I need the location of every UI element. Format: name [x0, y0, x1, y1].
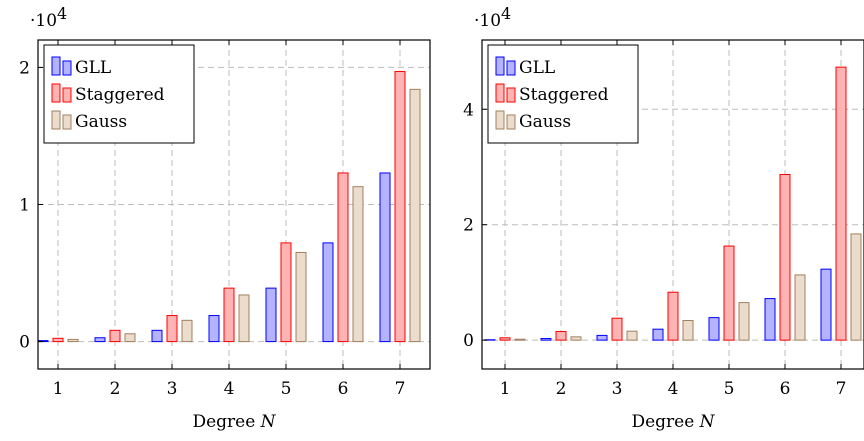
legend-label-gll: GLL — [75, 58, 111, 78]
bar-staggered-3 — [611, 317, 623, 341]
x-tick-label: 3 — [612, 379, 623, 399]
bar-gauss-1 — [514, 338, 526, 341]
legend-label-gll: GLL — [519, 58, 555, 78]
bar-gll-5 — [708, 317, 720, 341]
bar-gauss-3 — [181, 319, 193, 343]
y-tick-label: 0 — [463, 331, 474, 351]
bar-gll-2 — [94, 337, 106, 343]
bar-staggered-1 — [52, 337, 64, 343]
legend-swatch — [62, 60, 72, 76]
y-tick-label: 1 — [19, 196, 30, 216]
legend-swatch — [51, 83, 61, 103]
bar-staggered-5 — [280, 242, 292, 343]
x-axis-label: Degree N — [192, 412, 276, 432]
bar-gll-5 — [265, 287, 277, 343]
legend-swatch — [506, 114, 516, 130]
bar-gll-2 — [540, 338, 552, 341]
y-tick-label: 4 — [463, 100, 474, 120]
bar-gll-6 — [322, 242, 334, 343]
right-bars — [484, 66, 862, 341]
x-tick-label: 2 — [110, 379, 121, 399]
y-tick-label: 2 — [19, 58, 30, 78]
bar-gll-7 — [820, 268, 832, 341]
bar-staggered-7 — [835, 66, 847, 341]
x-tick-label: 4 — [668, 379, 679, 399]
bar-gll-7 — [379, 172, 391, 343]
legend-swatch — [51, 56, 61, 76]
legend-swatch — [495, 110, 505, 130]
bar-staggered-6 — [337, 172, 349, 343]
bar-gauss-5 — [738, 302, 750, 341]
x-tick-label: 4 — [224, 379, 235, 399]
bar-staggered-1 — [499, 337, 511, 341]
x-tick-label: 7 — [395, 379, 406, 399]
bar-gauss-1 — [67, 338, 79, 343]
bar-staggered-6 — [779, 173, 791, 341]
legend-label-gauss: Gauss — [75, 112, 127, 132]
y-multiplier-exponent: 4 — [57, 4, 67, 23]
legend-swatch — [495, 83, 505, 103]
bar-staggered-4 — [223, 287, 235, 343]
bar-gll-3 — [596, 334, 608, 341]
bar-staggered-2 — [555, 330, 567, 341]
x-tick-label: 5 — [281, 379, 292, 399]
x-tick-label: 5 — [724, 379, 735, 399]
legend-swatch — [506, 87, 516, 103]
x-tick-label: 1 — [500, 379, 511, 399]
legend-swatch — [62, 114, 72, 130]
bar-gauss-7 — [850, 233, 862, 341]
bar-staggered-5 — [723, 245, 735, 341]
x-axis-variable: N — [699, 412, 716, 432]
bar-gauss-6 — [794, 274, 806, 341]
left-chart: 1 2 3 4 5 6 7 0 1 2 ·104 Degree N GLL Staggered Gauss — [19, 4, 431, 432]
x-axis-label: Degree N — [631, 412, 715, 432]
bar-gll-3 — [151, 329, 163, 343]
bar-staggered-7 — [394, 71, 406, 343]
bar-gauss-2 — [124, 333, 136, 343]
bar-gauss-4 — [238, 294, 250, 343]
y-multiplier: ·104 — [30, 4, 67, 31]
left-legend: GLL Staggered Gauss — [43, 44, 195, 144]
right-legend: GLL Staggered Gauss — [487, 44, 639, 144]
x-tick-label: 3 — [167, 379, 178, 399]
y-multiplier-exponent: 4 — [501, 4, 511, 23]
x-axis-variable: N — [260, 412, 277, 432]
bar-gauss-4 — [682, 320, 694, 341]
bar-gauss-3 — [626, 330, 638, 341]
bar-gll-4 — [208, 315, 220, 343]
x-tick-label: 6 — [338, 379, 349, 399]
legend-swatch — [495, 56, 505, 76]
x-tick-label: 7 — [836, 379, 847, 399]
legend-swatch — [51, 110, 61, 130]
legend-label-staggered: Staggered — [75, 85, 165, 105]
bar-staggered-2 — [109, 329, 121, 343]
x-tick-label: 2 — [556, 379, 567, 399]
legend-label-staggered: Staggered — [519, 85, 609, 105]
bar-gauss-5 — [295, 251, 307, 343]
bar-staggered-4 — [667, 291, 679, 341]
y-multiplier: ·104 — [474, 4, 511, 31]
bar-gauss-7 — [409, 88, 421, 343]
y-tick-label: 2 — [463, 216, 474, 236]
x-tick-label: 6 — [780, 379, 791, 399]
legend-swatch — [62, 87, 72, 103]
bar-gll-4 — [652, 328, 664, 341]
bar-gauss-6 — [352, 186, 364, 343]
bar-gauss-2 — [570, 336, 582, 341]
legend-label-gauss: Gauss — [519, 112, 571, 132]
y-tick-label: 0 — [19, 333, 30, 353]
x-tick-label: 1 — [53, 379, 64, 399]
bar-gll-6 — [764, 298, 776, 341]
bar-staggered-3 — [166, 315, 178, 343]
legend-swatch — [506, 60, 516, 76]
left-bars — [38, 71, 421, 343]
